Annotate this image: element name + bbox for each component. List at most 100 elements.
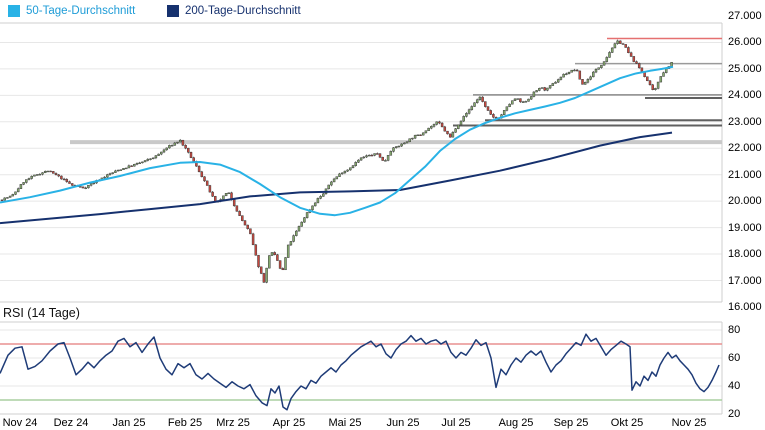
candle-up[interactable] — [589, 76, 592, 80]
candle-up[interactable] — [289, 241, 293, 246]
candle-up[interactable] — [84, 187, 87, 190]
candle-up[interactable] — [343, 170, 347, 174]
candle-up[interactable] — [521, 101, 525, 103]
ma50-line[interactable] — [0, 65, 674, 217]
candle-up[interactable] — [133, 164, 136, 167]
candle-down[interactable] — [486, 106, 490, 111]
candle-down[interactable] — [249, 228, 252, 235]
candle-up[interactable] — [119, 169, 123, 171]
candle-up[interactable] — [322, 193, 325, 197]
candle-down[interactable] — [629, 52, 633, 57]
candle-down[interactable] — [70, 183, 74, 186]
candle-up[interactable] — [46, 170, 50, 173]
candle-down[interactable] — [68, 181, 71, 184]
candle-down[interactable] — [624, 44, 627, 48]
candle-up[interactable] — [562, 73, 565, 78]
candle-up[interactable] — [141, 161, 144, 164]
candle-up[interactable] — [592, 71, 595, 78]
candle-up[interactable] — [367, 154, 371, 157]
candle-up[interactable] — [154, 155, 158, 159]
candle-up[interactable] — [25, 179, 28, 183]
candle-down[interactable] — [440, 122, 444, 128]
candle-up[interactable] — [151, 157, 155, 160]
candle-up[interactable] — [416, 134, 420, 136]
candle-up[interactable] — [160, 151, 163, 155]
candle-down[interactable] — [635, 61, 638, 64]
candle-up[interactable] — [435, 121, 438, 125]
candle-up[interactable] — [162, 149, 166, 153]
candle-up[interactable] — [178, 139, 182, 143]
candle-up[interactable] — [143, 160, 147, 163]
candle-up[interactable] — [570, 69, 573, 73]
candle-up[interactable] — [392, 147, 395, 152]
candle-up[interactable] — [365, 155, 368, 158]
candle-up[interactable] — [662, 72, 665, 77]
candle-up[interactable] — [394, 146, 398, 148]
candle-up[interactable] — [567, 71, 571, 75]
candle-up[interactable] — [11, 194, 15, 197]
candle-up[interactable] — [165, 147, 168, 151]
candle-down[interactable] — [203, 176, 206, 182]
candle-up[interactable] — [654, 88, 657, 90]
candle-up[interactable] — [610, 47, 614, 53]
candle-up[interactable] — [608, 52, 611, 58]
candle-up[interactable] — [505, 106, 509, 111]
candle-up[interactable] — [538, 88, 541, 91]
candle-down[interactable] — [197, 165, 201, 173]
candle-up[interactable] — [605, 57, 609, 62]
candle-down[interactable] — [200, 171, 204, 178]
candle-up[interactable] — [602, 61, 606, 66]
candle-down[interactable] — [419, 134, 422, 136]
candle-down[interactable] — [619, 40, 622, 44]
candle-up[interactable] — [335, 176, 339, 180]
candle-down[interactable] — [130, 165, 133, 167]
candle-up[interactable] — [351, 165, 355, 169]
candle-up[interactable] — [475, 99, 479, 103]
candle-down[interactable] — [232, 199, 236, 206]
candle-up[interactable] — [38, 173, 42, 176]
candle-up[interactable] — [457, 124, 460, 129]
candle-down[interactable] — [448, 133, 452, 138]
candle-down[interactable] — [0, 199, 4, 201]
candle-up[interactable] — [408, 138, 411, 143]
candle-up[interactable] — [659, 76, 663, 83]
candle-up[interactable] — [135, 162, 139, 165]
candle-up[interactable] — [111, 172, 114, 174]
candle-up[interactable] — [138, 162, 141, 164]
candle-up[interactable] — [397, 145, 401, 148]
candle-up[interactable] — [613, 43, 617, 49]
ma200-line[interactable] — [0, 131, 673, 225]
candle-up[interactable] — [6, 197, 9, 199]
candle-up[interactable] — [332, 178, 336, 183]
candle-up[interactable] — [149, 158, 152, 160]
candle-up[interactable] — [389, 151, 393, 156]
candle-up[interactable] — [295, 230, 298, 236]
candle-up[interactable] — [462, 116, 465, 122]
candle-up[interactable] — [430, 126, 433, 129]
rsi-line[interactable] — [0, 333, 720, 411]
candle-up[interactable] — [559, 76, 563, 80]
candle-up[interactable] — [459, 120, 463, 126]
candle-up[interactable] — [548, 85, 552, 89]
candle-up[interactable] — [670, 62, 673, 67]
candle-up[interactable] — [8, 195, 12, 198]
candle-up[interactable] — [124, 167, 128, 170]
candle-up[interactable] — [300, 221, 303, 227]
candle-down[interactable] — [370, 154, 374, 157]
legend-item-ma50[interactable]: 50-Tage-Durchschnitt — [8, 4, 135, 18]
candle-up[interactable] — [265, 267, 268, 283]
candle-down[interactable] — [581, 79, 584, 85]
candle-up[interactable] — [19, 184, 23, 189]
candle-down[interactable] — [54, 173, 58, 176]
candle-up[interactable] — [386, 155, 390, 161]
candle-up[interactable] — [470, 106, 474, 110]
candle-up[interactable] — [22, 182, 25, 185]
candle-down[interactable] — [189, 152, 193, 158]
candle-down[interactable] — [278, 260, 282, 269]
candle-up[interactable] — [516, 98, 519, 100]
candle-up[interactable] — [224, 193, 228, 197]
candle-down[interactable] — [52, 171, 55, 174]
candle-up[interactable] — [373, 153, 376, 156]
candle-down[interactable] — [62, 178, 66, 181]
candle-up[interactable] — [411, 137, 414, 140]
